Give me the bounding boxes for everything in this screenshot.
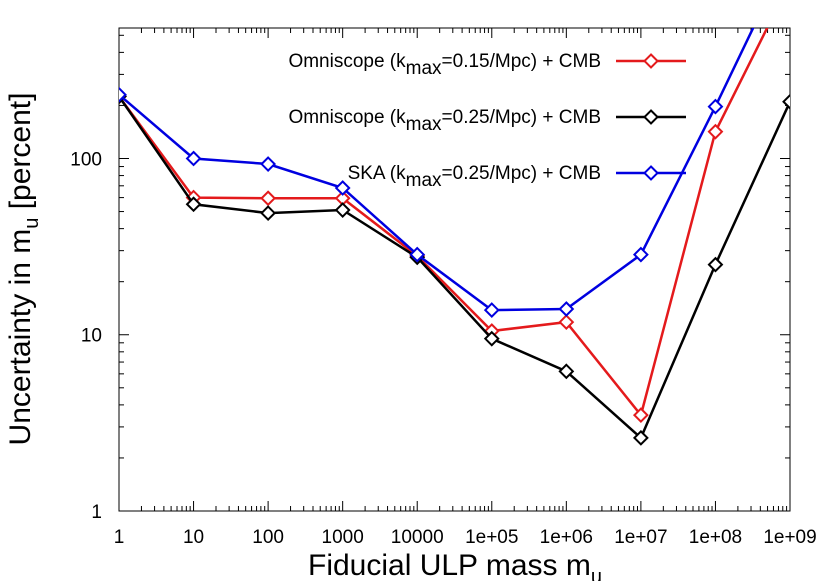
data-point <box>185 150 202 167</box>
x-tick-label: 1e+06 <box>540 527 593 548</box>
data-point <box>260 156 277 172</box>
data-point <box>483 330 500 347</box>
data-point <box>334 202 351 218</box>
data-point <box>632 246 649 263</box>
data-point <box>119 86 127 103</box>
y-tick-label: 10 <box>81 326 102 347</box>
legend-marker <box>643 165 659 181</box>
data-point <box>707 123 724 140</box>
data-point <box>409 246 426 263</box>
legend-marker <box>643 109 659 125</box>
data-point <box>558 301 575 317</box>
data-point <box>185 196 202 213</box>
data-point <box>632 429 649 446</box>
y-axis-ticks: 1 10 100 <box>70 34 790 523</box>
x-tick-label: 100 <box>252 527 284 548</box>
series-2 <box>119 88 790 446</box>
x-axis-title: Fiducial ULP mass mu <box>308 549 602 581</box>
data-point <box>260 205 277 222</box>
y-axis-title: Uncertainty in mu [percent] <box>4 93 43 446</box>
x-tick-label: 10 <box>183 527 204 548</box>
legend: Omniscope (kmax=0.15/Mpc) + CMB Omniscope… <box>288 51 686 191</box>
legend-entry-3: SKA (kmax=0.25/Mpc) + CMB <box>348 163 686 191</box>
x-axis-ticks: 1 10 100 1000 10000 1e+05 1e+06 1e+07 1e+08 1e+09 <box>114 28 817 548</box>
data-point <box>707 256 724 273</box>
legend-entry-2: Omniscope (kmax=0.25/Mpc) + CMB <box>288 107 686 135</box>
data-point <box>334 180 351 196</box>
data-point <box>260 190 277 207</box>
legend-entry-1: Omniscope (kmax=0.15/Mpc) + CMB <box>288 51 686 79</box>
x-tick-label: 1000 <box>322 527 364 548</box>
y-tick-label: 1 <box>91 502 102 523</box>
legend-label: Omniscope (kmax=0.15/Mpc) + CMB <box>288 51 601 79</box>
data-point <box>632 407 649 424</box>
series-3 <box>119 28 755 319</box>
x-tick-label: 1e+05 <box>465 527 518 548</box>
series-line <box>119 95 790 440</box>
series-line <box>119 28 755 312</box>
data-point <box>558 314 575 330</box>
data-point <box>558 363 575 380</box>
x-tick-label: 1 <box>114 527 125 548</box>
legend-label: Omniscope (kmax=0.25/Mpc) + CMB <box>288 107 601 135</box>
series-1 <box>119 28 769 424</box>
data-point <box>707 98 724 115</box>
series-layer <box>119 28 790 446</box>
x-tick-label: 10000 <box>391 527 444 548</box>
plot-frame <box>118 27 791 512</box>
legend-marker <box>643 53 659 69</box>
data-point <box>483 302 500 319</box>
series-line <box>119 28 769 418</box>
legend-label: SKA (kmax=0.25/Mpc) + CMB <box>348 163 601 191</box>
x-tick-label: 1e+07 <box>614 527 667 548</box>
x-tick-label: 1e+09 <box>763 527 816 548</box>
y-tick-label: 100 <box>70 149 102 170</box>
data-point <box>782 93 790 110</box>
x-tick-label: 1e+08 <box>689 527 742 548</box>
